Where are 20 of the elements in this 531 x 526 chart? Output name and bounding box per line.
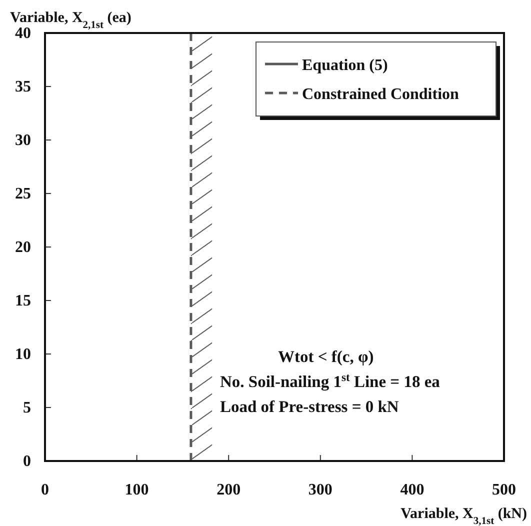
x-tick-label: 100	[124, 481, 149, 498]
x-tick-label: 200	[216, 481, 241, 498]
y-tick-label: 10	[15, 346, 31, 364]
y-tick-label: 5	[23, 400, 31, 417]
y-tick-label: 35	[15, 78, 31, 96]
y-tick-label: 15	[15, 292, 31, 310]
annotation: Load of Pre-stress = 0 kN	[220, 397, 399, 416]
x-axis-title: Variable, X$_{3,1st}$ (kN)	[400, 506, 527, 526]
y-tick-label: 20	[15, 239, 31, 256]
legend-label: Constrained Condition	[302, 86, 460, 103]
x-tick-label: 400	[400, 481, 424, 498]
annotation: Wtot < f(c, φ)	[278, 347, 374, 366]
y-tick-label: 25	[15, 186, 31, 203]
legend-label: Equation (5)	[302, 57, 388, 74]
y-tick-label: 30	[15, 132, 31, 150]
x-tick-label: 300	[308, 481, 332, 498]
x-tick-label: 500	[492, 481, 516, 498]
y-tick-label: 0	[23, 453, 31, 470]
annotation: No. Soil-nailing 1$^{st}$ Line = 18 ea	[220, 372, 440, 391]
x-tick-label: 0	[41, 481, 49, 498]
